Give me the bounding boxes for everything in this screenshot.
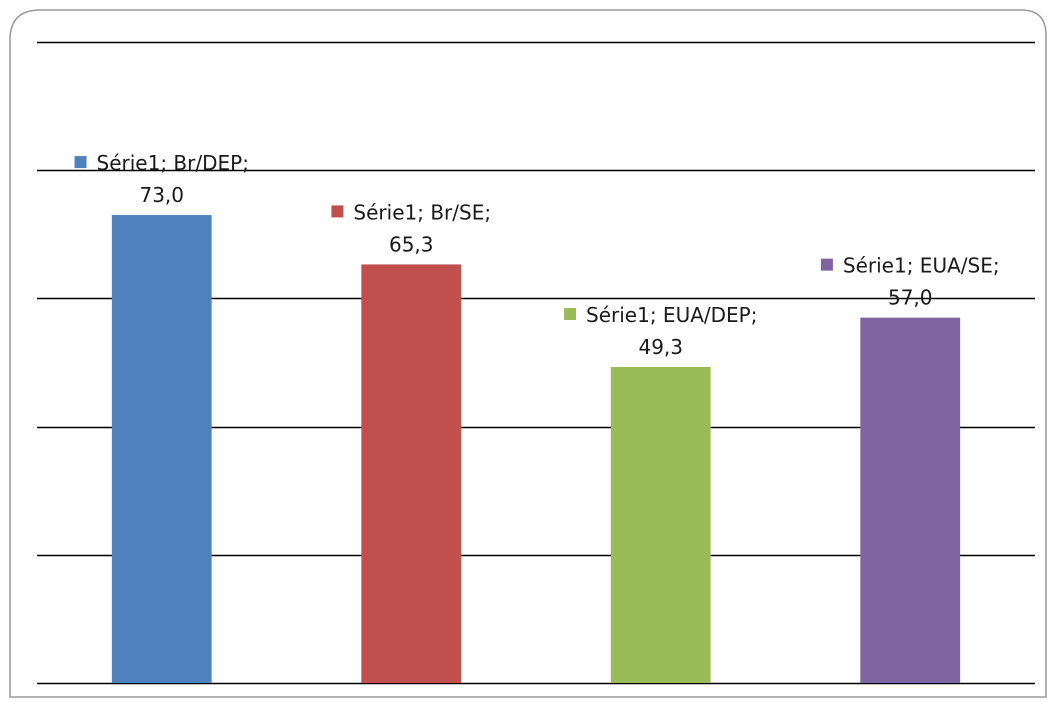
data-label-series-category: Série1; EUA/SE; [843,254,1000,278]
data-label-value: 49,3 [638,335,683,359]
bar-br-dep [111,215,212,683]
data-label: Série1; Br/SE; 65,3 [331,200,491,256]
bar-eua-se [860,317,961,683]
chart-border [9,9,1047,698]
legend-key-square [820,258,833,271]
data-label: Série1; EUA/DEP; 49,3 [564,303,757,359]
bars [111,215,961,683]
data-label-series-category: Série1; Br/DEP; [97,151,249,175]
data-label: Série1; Br/DEP; 73,0 [74,151,249,207]
legend-key-square [564,307,577,320]
data-label-value: 73,0 [139,183,184,207]
bar-br-se [361,264,462,683]
legend-key-square [74,156,87,169]
legend-key-square [331,205,344,218]
data-label-value: 57,0 [888,286,933,310]
data-label-series-category: Série1; EUA/DEP; [586,303,757,327]
data-label-value: 65,3 [389,232,434,256]
bar-eua-dep [610,366,711,683]
data-label: Série1; EUA/SE; 57,0 [820,254,1000,310]
data-label-series-category: Série1; Br/SE; [353,200,491,224]
